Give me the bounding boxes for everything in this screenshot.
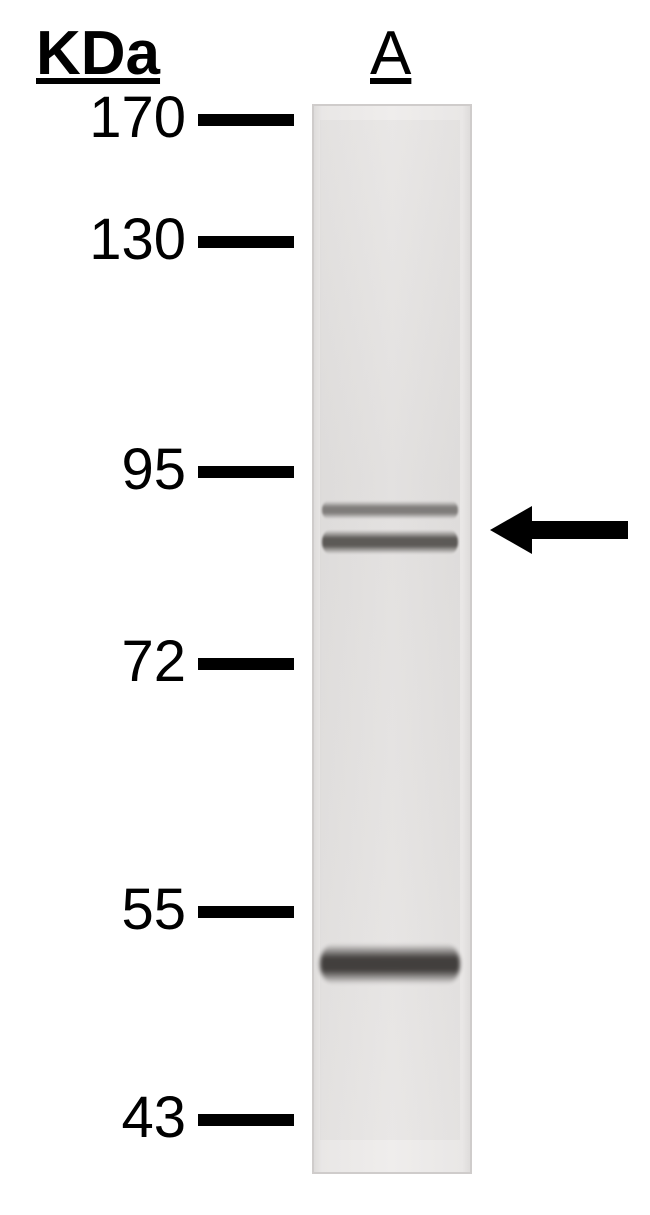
mw-tick-72 [198,658,294,670]
mw-tick-95 [198,466,294,478]
indicator-arrow [490,506,628,554]
arrow-head-icon [490,506,532,554]
mw-label-72: 72 [0,628,186,695]
arrow-shaft [532,521,628,539]
mw-label-95: 95 [0,436,186,503]
mw-tick-55 [198,906,294,918]
unit-label-kda: KDa [36,18,160,89]
band-upper-doublet-top [322,501,458,519]
mw-tick-43 [198,1114,294,1126]
lane-label-a: A [370,18,411,89]
mw-label-170: 170 [0,84,186,151]
mw-label-130: 130 [0,206,186,273]
mw-label-55: 55 [0,876,186,943]
mw-label-43: 43 [0,1084,186,1151]
band-lower [320,944,460,984]
gel-smear [320,120,460,1140]
western-blot-figure: KDa A 170 130 95 72 55 43 [0,0,650,1215]
mw-tick-130 [198,236,294,248]
mw-tick-170 [198,114,294,126]
band-upper-doublet-bottom [322,530,458,554]
